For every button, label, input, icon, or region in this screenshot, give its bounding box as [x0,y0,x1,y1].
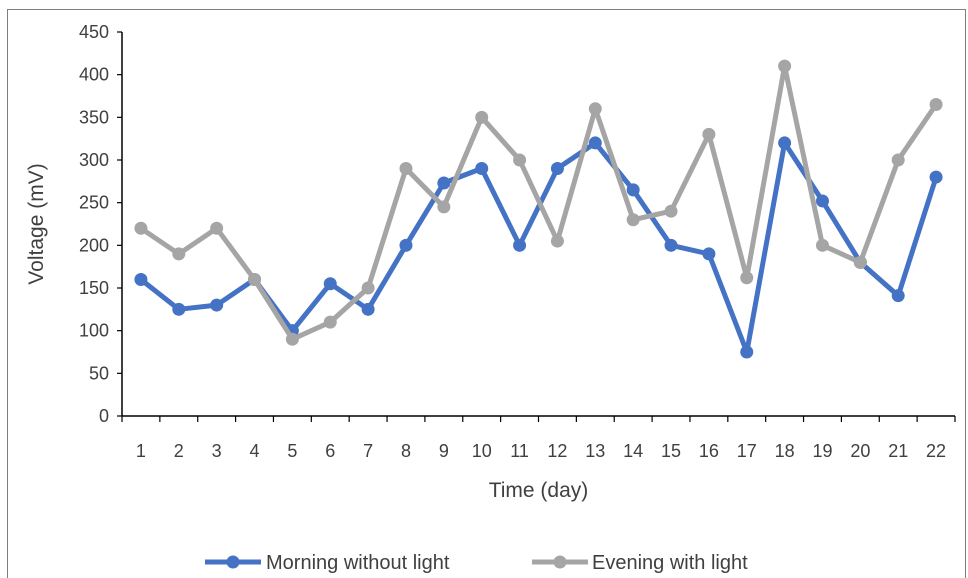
x-tick-label: 11 [510,441,529,461]
data-point [588,136,602,150]
data-point [815,238,829,252]
y-tick-label: 250 [79,193,109,213]
x-tick-label: 9 [439,441,449,461]
y-axis-title: Voltage (mV) [25,163,48,284]
data-point [323,315,337,329]
data-point [210,221,224,235]
legend-item: Evening with light [532,552,748,574]
legend-swatch-marker [226,555,240,569]
data-point [361,281,375,295]
data-point [891,153,905,167]
data-point [778,59,792,73]
data-point [702,247,716,261]
y-tick-label: 300 [79,150,109,170]
data-point [740,271,754,285]
data-point [664,204,678,218]
series-evening-with-light [134,59,943,346]
y-tick-label: 350 [79,107,109,127]
x-tick-label: 6 [325,441,335,461]
data-point [550,234,564,248]
data-point [248,272,262,286]
x-tick-label: 1 [136,441,146,461]
y-tick-label: 150 [79,278,109,298]
data-point [210,298,224,312]
legend: Morning without light Evening with light [205,552,748,574]
legend-swatch-marker [553,555,567,569]
x-tick-label: 14 [623,441,643,461]
x-tick-label: 17 [737,441,757,461]
data-point [853,255,867,269]
data-point [588,102,602,116]
x-tick-label: 15 [661,441,681,461]
x-tick-label: 10 [472,441,492,461]
data-point [399,162,413,176]
y-tick-label: 100 [79,321,109,341]
x-tick-label: 18 [775,441,795,461]
legend-label: Evening with light [592,552,748,574]
x-tick-label: 7 [363,441,373,461]
data-point [929,98,943,112]
data-point [815,194,829,208]
x-tick-label: 16 [699,441,719,461]
x-tick-label: 8 [401,441,411,461]
x-tick-label: 2 [174,441,184,461]
x-tick-label: 22 [926,441,946,461]
data-point [740,345,754,359]
data-point [475,110,489,124]
series-line [138,63,939,342]
data-point [702,127,716,141]
data-point [626,183,640,197]
x-axis-title: Time (day) [489,479,589,502]
data-point [399,238,413,252]
series-layer [134,59,943,359]
data-point [134,221,148,235]
data-point [929,170,943,184]
x-tick-label: 3 [212,441,222,461]
legend-item: Morning without light [205,552,450,574]
y-tick-label: 200 [79,235,109,255]
data-point [513,153,527,167]
data-point [285,332,299,346]
legend-label: Morning without light [266,552,450,574]
x-tick-label: 13 [585,441,605,461]
data-point [778,136,792,150]
data-point [891,289,905,303]
data-point [626,213,640,227]
data-point [437,176,451,190]
data-point [172,302,186,316]
data-point [172,247,186,261]
data-point [361,302,375,316]
data-point [550,162,564,176]
x-tick-label: 5 [287,441,297,461]
data-point [134,272,148,286]
y-tick-label: 50 [89,363,109,383]
y-tick-label: 450 [79,22,109,42]
data-point [475,162,489,176]
x-tick-label: 4 [250,441,260,461]
chart-frame [7,9,966,578]
x-tick-label: 12 [547,441,567,461]
x-tick-label: 21 [888,441,908,461]
data-point [437,200,451,214]
data-point [323,277,337,291]
y-tick-label: 0 [99,406,109,426]
y-tick-label: 400 [79,65,109,85]
data-point [664,238,678,252]
x-tick-label: 20 [850,441,870,461]
data-point [513,238,527,252]
x-tick-label: 19 [812,441,832,461]
